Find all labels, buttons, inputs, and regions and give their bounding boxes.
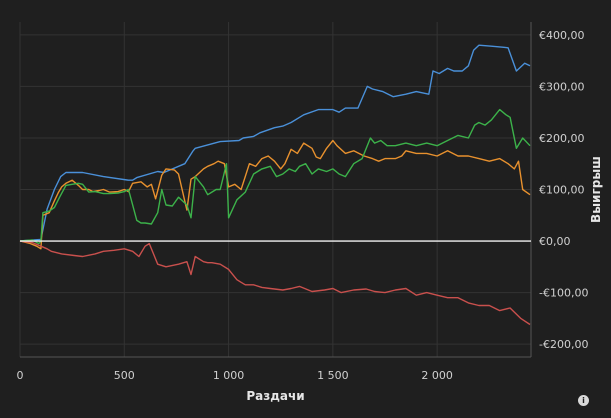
- y-tick-label: €0,00: [539, 235, 571, 248]
- y-tick-label: €400,00: [539, 29, 585, 42]
- x-tick-label: 1 000: [213, 369, 245, 382]
- x-tick-label: 1 500: [317, 369, 349, 382]
- y-tick-label: -€200,00: [539, 338, 588, 351]
- series-line-2: [19, 139, 531, 250]
- series-line-4: [19, 240, 531, 326]
- y-axis-title: Выигрыш: [589, 156, 603, 223]
- x-tick-label: 0: [17, 369, 24, 382]
- series-line-1: [19, 44, 531, 242]
- y-tick-label: -€100,00: [539, 287, 588, 300]
- y-tick-label: €200,00: [539, 132, 585, 145]
- x-axis-title: Раздачи: [246, 389, 304, 403]
- y-tick-label: €100,00: [539, 184, 585, 197]
- x-tick-label: 2 000: [421, 369, 453, 382]
- y-tick-label: €300,00: [539, 80, 585, 93]
- x-tick-label: 500: [114, 369, 135, 382]
- series-line-3: [19, 108, 531, 245]
- info-icon[interactable]: i: [578, 395, 589, 406]
